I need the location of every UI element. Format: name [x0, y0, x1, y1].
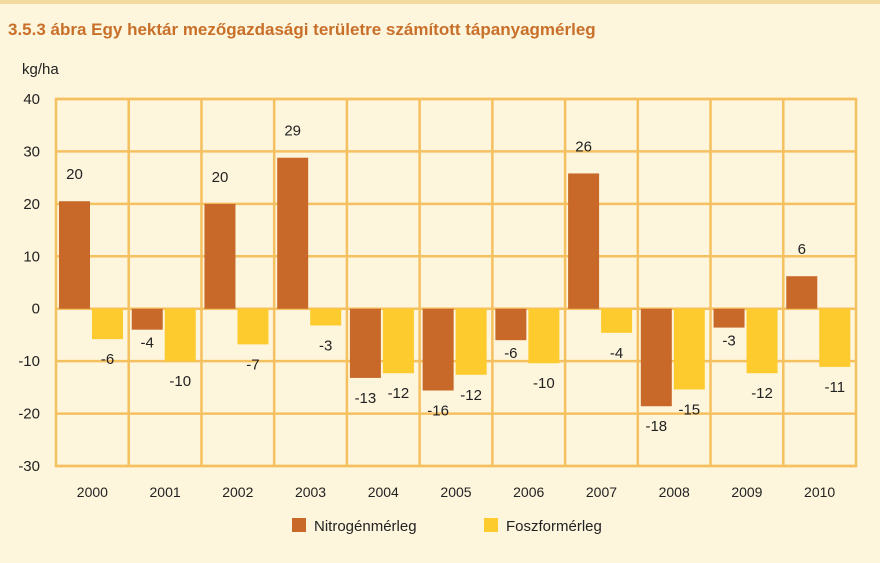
bar-phosphorus	[237, 308, 269, 345]
data-label: 6	[798, 241, 806, 258]
bar-phosphorus	[819, 308, 851, 367]
legend-swatch-nitrogen	[292, 518, 306, 532]
bar-nitrogen	[277, 157, 309, 309]
y-tick-label: 30	[23, 143, 40, 160]
chart-title: 3.5.3 ábra Egy hektár mezőgazdasági terü…	[8, 20, 596, 39]
bar-nitrogen	[713, 308, 745, 328]
legend: Nitrogénmérleg Foszformérleg	[292, 518, 602, 535]
y-tick-label: 10	[23, 248, 40, 265]
y-tick-label: 0	[32, 301, 40, 318]
bar-nitrogen	[640, 308, 672, 407]
y-tick-label: -20	[18, 406, 40, 423]
data-label: -12	[460, 387, 482, 404]
data-label: -3	[319, 337, 332, 354]
data-label: -4	[610, 345, 623, 362]
bar-phosphorus	[92, 308, 123, 340]
bar-phosphorus	[455, 308, 487, 375]
x-tick-label: 2008	[659, 484, 690, 500]
data-label: -4	[141, 335, 154, 352]
data-label: 29	[284, 123, 301, 140]
x-tick-label: 2006	[513, 484, 544, 500]
y-axis-ticks: 40 30 20 10 0 -10 -20 -30	[18, 91, 40, 475]
bar-phosphorus	[164, 308, 196, 362]
x-tick-label: 2005	[440, 484, 471, 500]
bars	[59, 157, 851, 407]
bar-phosphorus	[601, 308, 633, 333]
data-label: -12	[388, 385, 410, 402]
x-tick-label: 2010	[804, 484, 835, 500]
bar-nitrogen	[786, 276, 818, 309]
data-label: -10	[169, 373, 191, 390]
data-label: 26	[575, 138, 592, 155]
data-label: -15	[678, 401, 700, 418]
bar-nitrogen	[568, 173, 600, 309]
data-label: -11	[824, 379, 845, 396]
grid-lines	[54, 97, 858, 468]
x-tick-label: 2001	[150, 484, 181, 500]
bar-phosphorus	[673, 308, 705, 390]
x-tick-label: 2007	[586, 484, 617, 500]
y-tick-label: -10	[18, 353, 40, 370]
y-tick-label: 40	[23, 91, 40, 108]
bar-phosphorus	[382, 308, 414, 374]
y-tick-label: -30	[18, 458, 40, 475]
bar-nitrogen	[495, 308, 527, 341]
data-label: -12	[751, 385, 773, 402]
data-label: -6	[101, 351, 114, 368]
plot-frame	[54, 97, 858, 468]
data-label: -3	[722, 333, 735, 350]
x-tick-label: 2000	[77, 484, 108, 500]
legend-label: Foszformérleg	[506, 518, 602, 535]
bar-nitrogen	[422, 308, 454, 391]
bar-phosphorus	[310, 308, 342, 326]
data-labels: 20 -6 -4 -10 20 -7 29 -3 -13 -12 -16 -12 -6 -10 26 -4 -1…	[66, 123, 845, 436]
bar-nitrogen	[349, 308, 381, 378]
bar-phosphorus	[746, 308, 778, 374]
data-label: -6	[504, 345, 517, 362]
top-rule	[0, 0, 880, 4]
y-tick-label: 20	[23, 196, 40, 213]
bar-nitrogen	[204, 203, 236, 309]
data-label: -18	[645, 418, 667, 435]
legend-label: Nitrogénmérleg	[314, 518, 417, 535]
y-axis-unit-label: kg/ha	[22, 61, 59, 78]
bar-nitrogen	[131, 308, 163, 330]
data-label: 20	[212, 169, 229, 186]
x-tick-label: 2002	[222, 484, 253, 500]
data-label: -7	[246, 356, 259, 373]
x-tick-label: 2003	[295, 484, 326, 500]
data-label: -13	[355, 390, 377, 407]
x-tick-label: 2009	[731, 484, 762, 500]
data-label: -16	[427, 403, 449, 420]
data-label: 20	[66, 166, 83, 183]
x-axis-ticks: 2000 2001 2002 2003 2004 2005 2006 2007 2008 2009…	[77, 484, 836, 500]
legend-swatch-phosphorus	[484, 518, 498, 532]
bar-nitrogen	[59, 201, 90, 309]
data-label: -10	[533, 375, 555, 392]
x-tick-label: 2004	[368, 484, 399, 500]
bar-phosphorus	[528, 308, 560, 364]
